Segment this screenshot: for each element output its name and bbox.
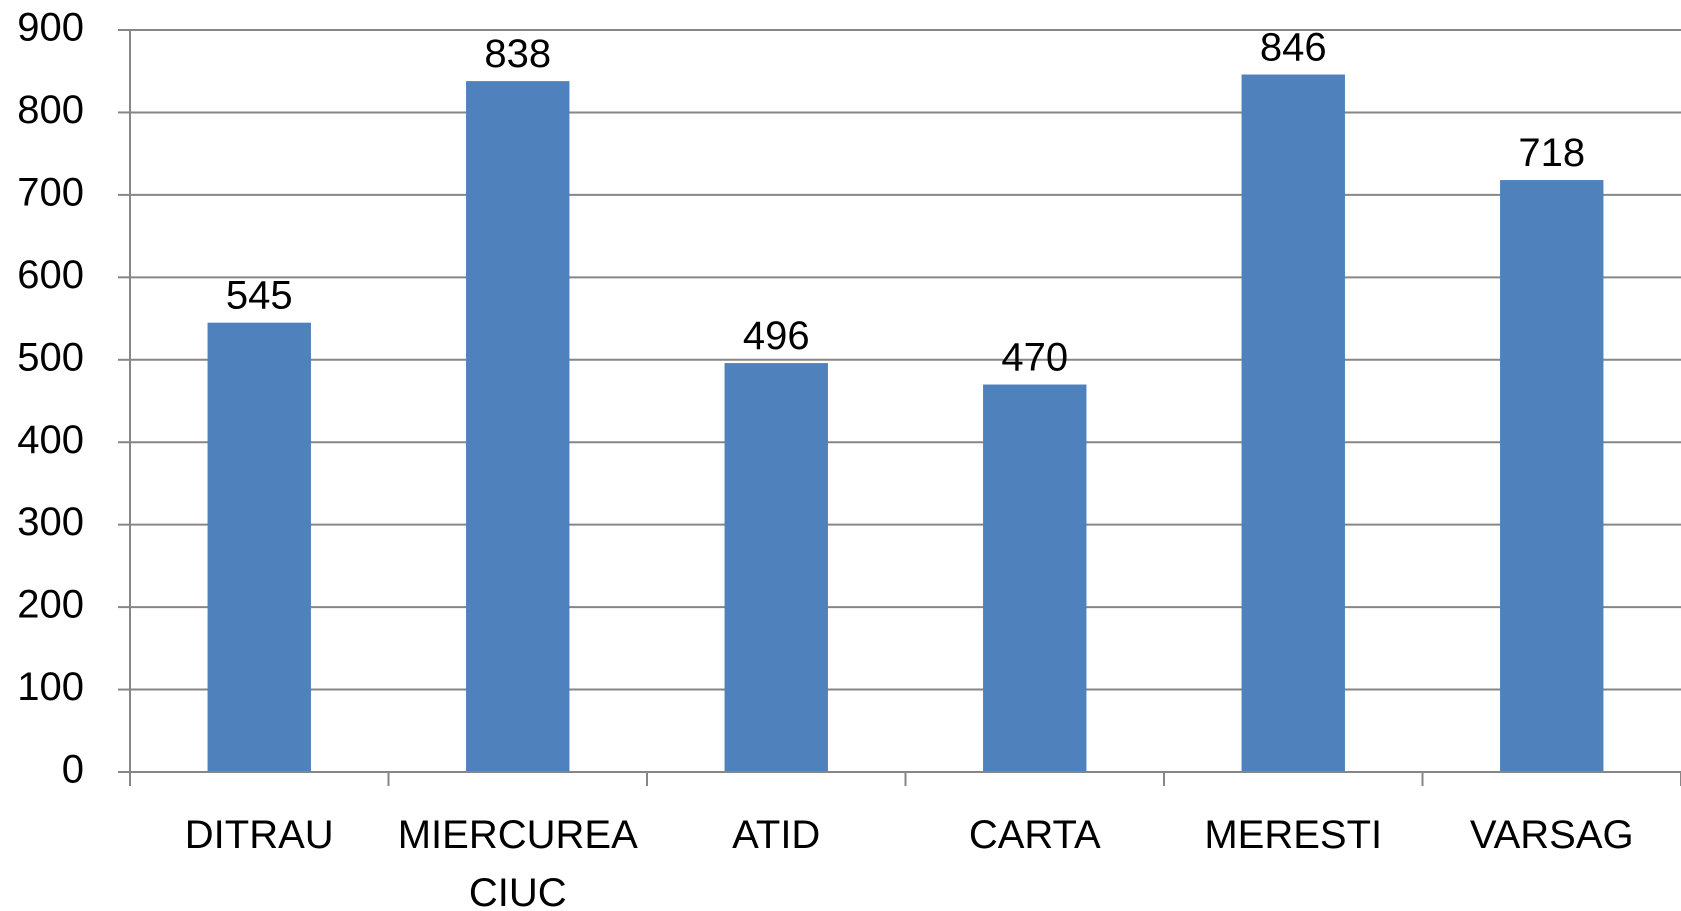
x-tick-label: MERESTI (1204, 813, 1382, 857)
y-tick-label: 300 (17, 500, 84, 544)
data-labels: 545 838 496 470 846 718 (226, 26, 1585, 380)
x-tick-label: MIERCUREA CIUC (398, 813, 638, 911)
data-label: 496 (743, 314, 810, 358)
axes (118, 30, 1681, 773)
y-tick-label: 800 (17, 88, 84, 132)
bars (207, 74, 1604, 773)
data-label: 846 (1260, 26, 1327, 70)
y-tick-label: 700 (17, 170, 84, 214)
x-tick-label: VARSAG (1470, 813, 1634, 857)
y-tick-label: 0 (62, 748, 84, 792)
x-tick-label: ATID (732, 813, 820, 857)
bar (724, 363, 828, 772)
y-tick-label: 200 (17, 583, 84, 627)
x-tick-label: CARTA (969, 813, 1101, 857)
y-tick-label: 400 (17, 418, 84, 462)
bar (207, 322, 311, 772)
x-tick-label: DITRAU (185, 813, 334, 857)
bar (1500, 180, 1604, 772)
data-label: 470 (1001, 336, 1068, 380)
bar (983, 384, 1087, 772)
gridlines (130, 29, 1681, 691)
y-tick-label: 500 (17, 335, 84, 379)
data-label: 718 (1518, 131, 1585, 175)
y-tick-label: 900 (17, 6, 84, 50)
bar (466, 81, 570, 773)
bar (1241, 74, 1345, 772)
data-label: 545 (226, 274, 293, 318)
x-axis-ticks: DITRAU MIERCUREA CIUC ATID CARTA MERESTI VARSA… (129, 772, 1681, 911)
y-tick-label: 600 (17, 253, 84, 297)
y-axis-ticks: 0 100 200 300 400 500 600 700 800 900 (17, 6, 130, 792)
data-label: 838 (484, 32, 551, 76)
y-tick-label: 100 (17, 665, 84, 709)
